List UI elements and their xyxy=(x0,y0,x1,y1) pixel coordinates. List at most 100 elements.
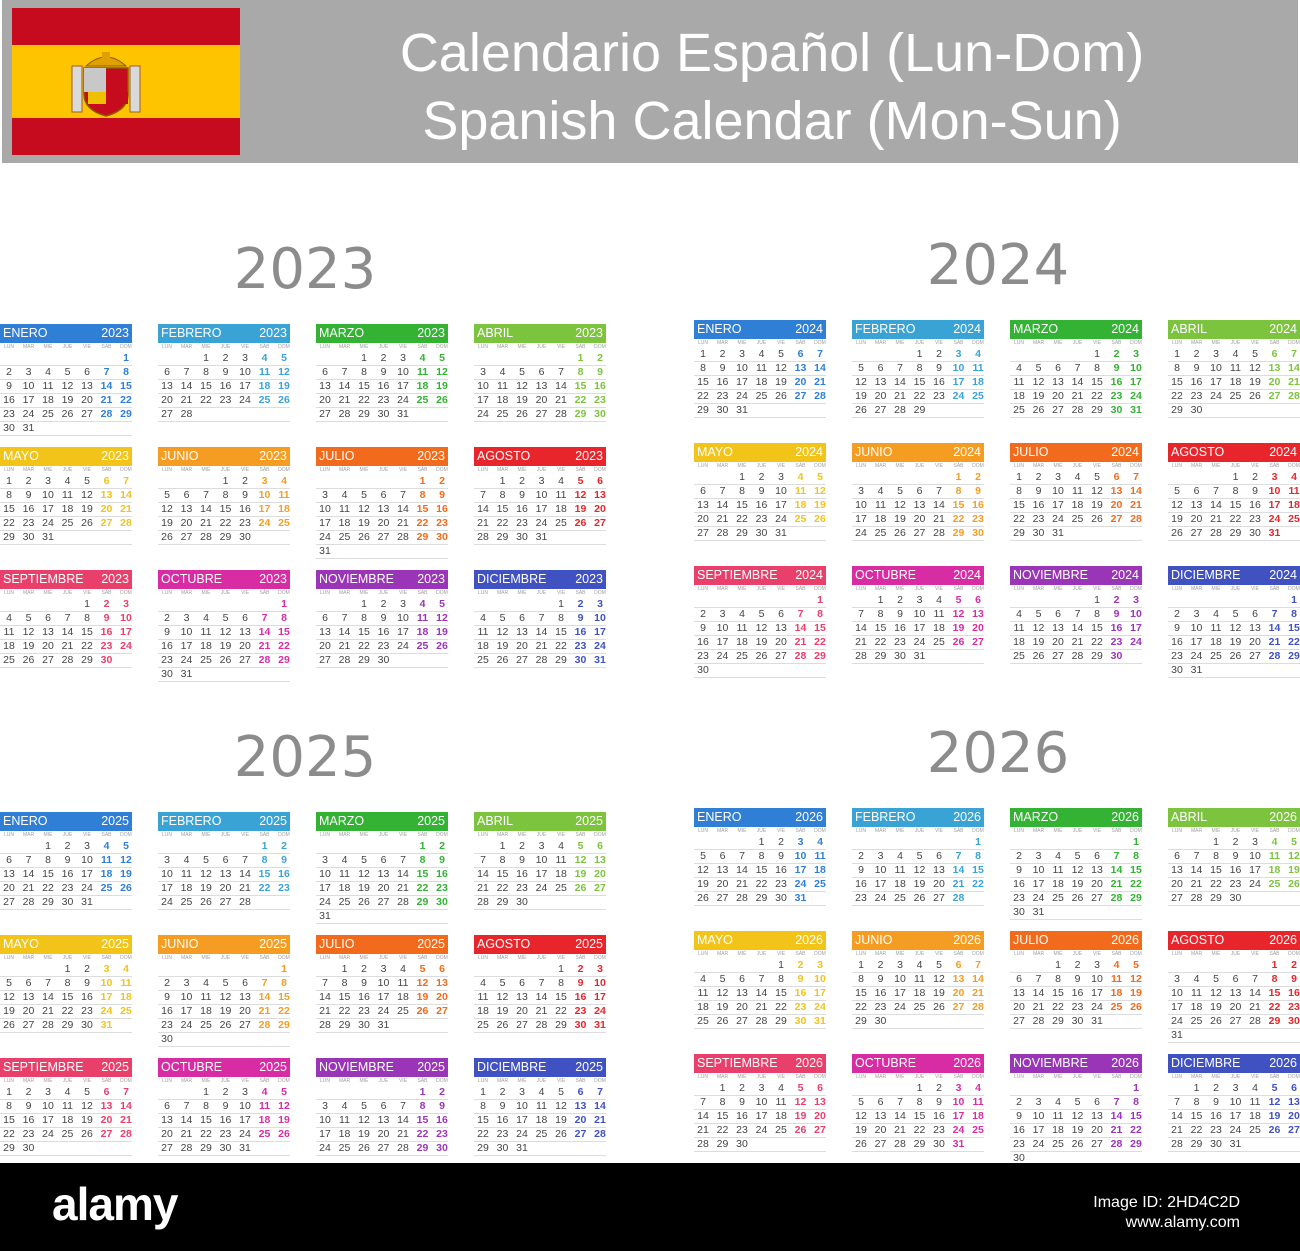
month-name: MAYO xyxy=(3,937,39,951)
weekday-label: DOM xyxy=(1130,828,1142,834)
day-cell: 7 xyxy=(242,854,248,866)
day-cell: 29 xyxy=(496,896,509,908)
day-cell: 5 xyxy=(897,485,903,497)
day-cell: 26 xyxy=(894,527,906,539)
day-cell: 18 xyxy=(1210,636,1222,648)
day-cell: 8 xyxy=(1016,485,1022,497)
weekday-label: VIE xyxy=(1092,340,1102,346)
day-cell: 5 xyxy=(1035,608,1042,620)
month-header: MAYO 2024 xyxy=(694,443,826,462)
day-cell: 9 xyxy=(64,854,71,866)
day-cell: 2 xyxy=(975,471,981,483)
day-cell: 3 xyxy=(45,475,51,487)
month-marzo-2025: MARZO 2025 LUN MAR MIÉ JUE VIE SÁB DOM 1 2 3 4 5 6 7 8 9 1… xyxy=(316,812,448,924)
day-cell: 26 xyxy=(1091,513,1103,525)
week-row: 7 8 9 10 11 12 13 xyxy=(694,1096,826,1110)
day-cell: 1 xyxy=(1016,471,1022,483)
day-cell: 22 xyxy=(1190,1124,1203,1136)
day-cell: 4 xyxy=(1016,608,1022,620)
weekday-label: LUN xyxy=(697,340,708,346)
month-header: ABRIL 2023 xyxy=(474,324,606,343)
day-cell: 3 xyxy=(164,854,170,866)
day-cell: 12 xyxy=(219,626,232,638)
weekday-label: DOM xyxy=(278,955,290,961)
day-cell: 29 xyxy=(555,654,567,666)
day-cell: 21 xyxy=(1210,513,1222,525)
day-cell: 11 xyxy=(62,489,73,501)
day-cell: 7 xyxy=(64,612,71,624)
weekday-row: LUN MAR MIÉ JUE VIE SÁB DOM xyxy=(694,1073,826,1082)
month-agosto-2023: AGOSTO 2023 LUN MAR MIÉ JUE VIE SÁB DOM 1 2 3 4 5 6 7 8 9… xyxy=(474,447,606,545)
month-header: JUNIO 2026 xyxy=(852,931,984,950)
month-year: 2025 xyxy=(575,937,603,951)
day-cell: 25 xyxy=(477,1019,489,1031)
day-cell: 8 xyxy=(361,366,367,378)
week-row: 14 15 16 17 18 19 20 xyxy=(474,503,606,517)
weekday-label: MIÉ xyxy=(737,951,747,957)
weekday-label: LUN xyxy=(3,955,14,961)
day-cell: 25 xyxy=(1229,390,1242,402)
day-cell: 29 xyxy=(775,1015,787,1027)
day-cell: 6 xyxy=(817,1082,823,1094)
day-cell: 14 xyxy=(258,626,271,638)
day-cell: 6 xyxy=(164,366,170,378)
day-cell: 28 xyxy=(397,1142,409,1154)
day-cell: 1 xyxy=(858,959,864,971)
year-title-2026: 2026 xyxy=(926,721,1070,786)
day-cell: 24 xyxy=(397,394,409,406)
day-cell: 13 xyxy=(219,868,232,880)
weekday-label: MAR xyxy=(1032,586,1045,592)
day-cell: 28 xyxy=(952,892,965,904)
day-cell: 23 xyxy=(1013,892,1025,904)
month-mayo-2026: MAYO 2026 LUN MAR MIÉ JUE VIE SÁB DOM 1 2 3 4 5 6 7 8 9 10… xyxy=(694,931,826,1029)
weekday-label: VIE xyxy=(82,955,92,961)
day-cell: 30 xyxy=(716,404,729,416)
day-cell: 11 xyxy=(120,977,132,989)
day-cell: 6 xyxy=(916,485,923,497)
day-cell: 3 xyxy=(183,612,190,624)
day-cell: 17 xyxy=(1268,499,1281,511)
day-cell: 20 xyxy=(716,878,729,890)
day-cell: 9 xyxy=(1113,362,1120,374)
weekday-label: MAR xyxy=(180,1078,193,1084)
weekday-row: LUN MAR MIÉ JUE VIE SÁB DOM xyxy=(852,585,984,594)
day-cell: 29 xyxy=(814,650,826,662)
day-cell: 14 xyxy=(397,503,409,515)
month-name: ENERO xyxy=(697,810,742,824)
day-cell: 16 xyxy=(358,991,370,1003)
week-row: 20 21 22 23 24 25 26 xyxy=(316,640,448,654)
weekday-row: LUN MAR MIÉ JUE VIE SÁB DOM xyxy=(158,343,290,352)
day-cell: 1 xyxy=(1174,348,1180,360)
day-cell: 13 xyxy=(3,868,15,880)
day-cell: 16 xyxy=(574,991,587,1003)
day-cell: 13 xyxy=(535,380,548,392)
day-cell: 11 xyxy=(1013,622,1025,634)
month-header: MAYO 2023 xyxy=(0,447,132,466)
day-cell: 23 xyxy=(100,640,113,652)
day-cell: 13 xyxy=(377,503,390,515)
day-cell: 22 xyxy=(200,1128,212,1140)
day-cell: 5 xyxy=(1074,850,1081,862)
day-cell: 3 xyxy=(322,854,328,866)
day-cell: 18 xyxy=(3,640,15,652)
week-row: 17 18 19 20 21 22 23 xyxy=(316,1128,448,1142)
day-cell: 17 xyxy=(594,626,606,638)
weekday-row: LUN MAR MIÉ JUE VIE SÁB DOM xyxy=(1010,1073,1142,1082)
weekday-row: LUN MAR MIÉ JUE VIE SÁB DOM xyxy=(474,466,606,475)
day-cell: 16 xyxy=(1190,376,1203,388)
weekday-label: LUN xyxy=(1171,586,1182,592)
flag-top-stripe xyxy=(12,8,240,45)
day-cell: 9 xyxy=(1174,622,1180,634)
month-name: FEBRERO xyxy=(161,326,222,340)
day-cell: 6 xyxy=(103,475,110,487)
month-header: AGOSTO 2025 xyxy=(474,935,606,954)
week-row: 4 5 6 7 8 9 10 xyxy=(1010,362,1142,376)
day-cell: 4 xyxy=(1074,471,1081,483)
day-cell: 6 xyxy=(1016,973,1022,985)
day-cell: 22 xyxy=(1268,1001,1281,1013)
month-year: 2024 xyxy=(795,322,823,336)
day-cell: 1 xyxy=(778,959,784,971)
day-cell: 19 xyxy=(574,503,587,515)
